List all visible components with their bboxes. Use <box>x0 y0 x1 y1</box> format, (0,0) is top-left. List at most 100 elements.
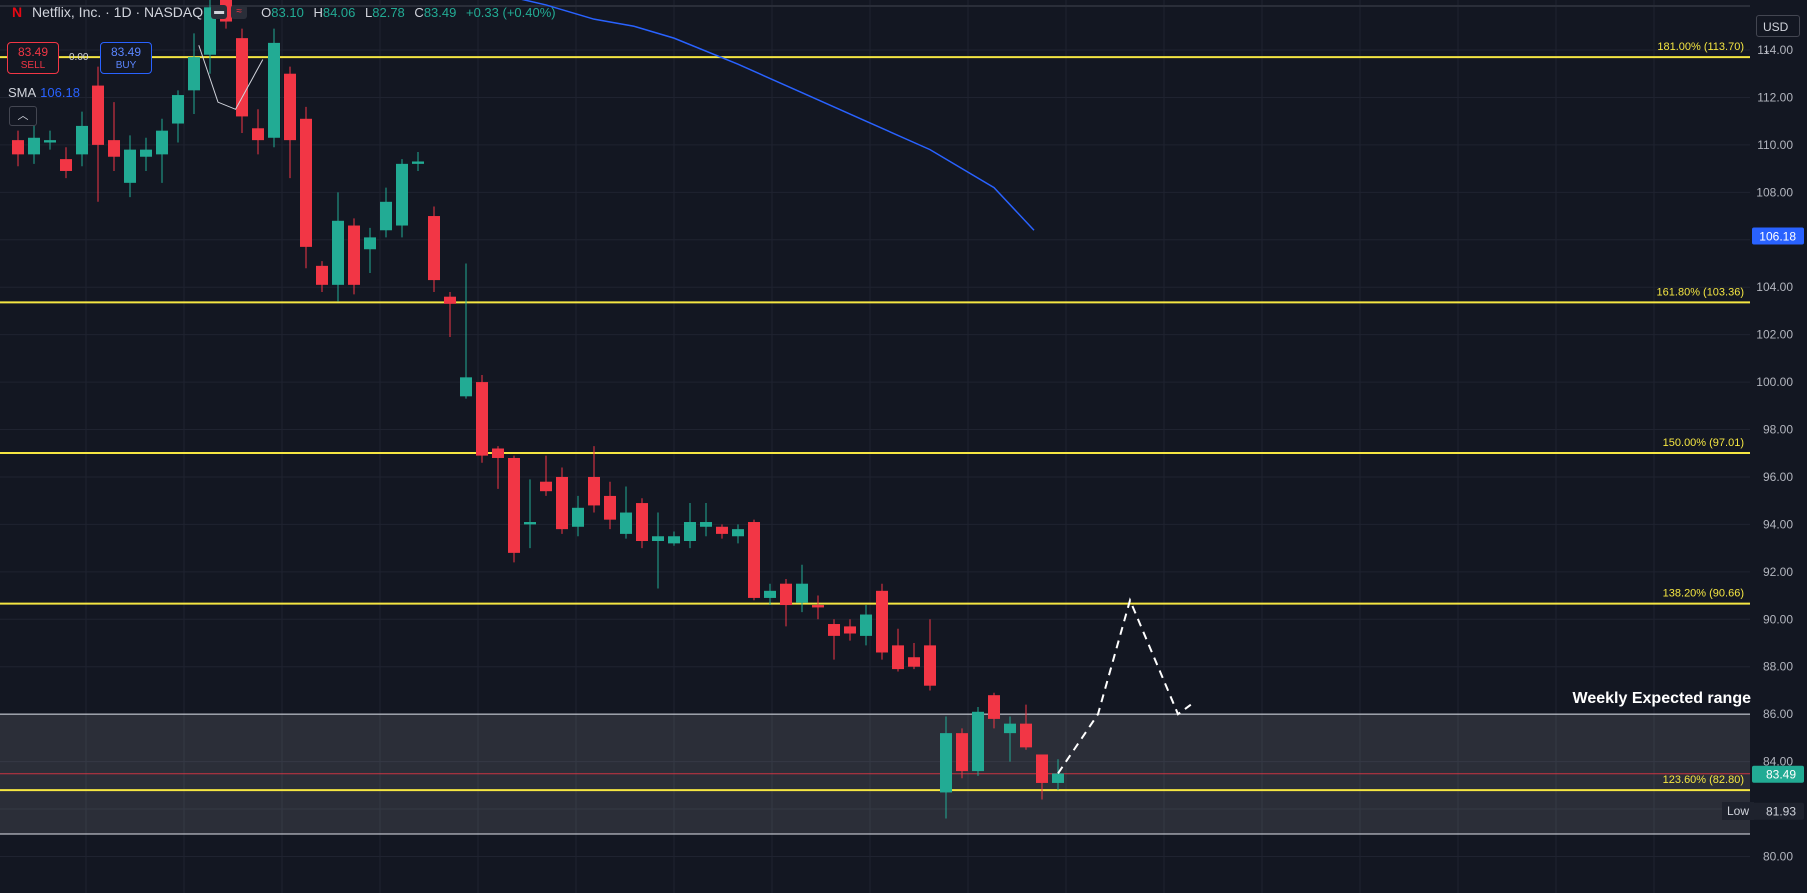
candle-body <box>28 137 40 155</box>
chevron-down-icon: ⌄ <box>1763 45 1771 55</box>
buy-label: BUY <box>115 60 137 71</box>
candle-body <box>412 161 424 164</box>
fib-level-label: 161.80% (103.36) <box>1657 286 1744 298</box>
price-tick-label: 112.00 <box>1757 90 1793 104</box>
candle-body <box>300 118 312 247</box>
candle-body <box>140 149 152 157</box>
close-value: 83.49 <box>423 4 457 20</box>
candle-body <box>44 140 56 143</box>
candle-body <box>236 38 248 117</box>
candle-body <box>572 507 584 527</box>
projection-path <box>1057 597 1192 775</box>
change-value: +0.33 (+0.40%) <box>465 4 556 20</box>
sma-series <box>198 0 1035 231</box>
candle-body <box>860 614 872 636</box>
candle-body <box>380 201 392 231</box>
candle-body <box>972 711 984 772</box>
price-tick-label: 100.00 <box>1756 375 1793 389</box>
candle-body <box>780 583 792 606</box>
candle-body <box>188 57 200 91</box>
current-price-tag: 83.49 <box>1766 768 1796 782</box>
sma-legend[interactable]: SMA 106.18 <box>8 85 80 100</box>
currency-selector[interactable]: USD ⌄ <box>1756 15 1800 55</box>
candle-body <box>108 140 120 157</box>
price-axis-bg <box>1750 0 1807 893</box>
candle-body <box>668 536 680 544</box>
currency-label: USD <box>1763 20 1789 34</box>
eye-icon[interactable]: ▬ <box>211 5 228 19</box>
candle-body <box>940 733 952 793</box>
candle-body <box>700 522 712 527</box>
candle-body <box>124 149 136 183</box>
candle-body <box>204 7 216 55</box>
high-value: 84.06 <box>322 4 356 20</box>
sell-button[interactable]: 83.49 SELL <box>7 42 59 74</box>
candle-body <box>812 605 824 608</box>
price-axis[interactable]: 114.00112.00110.00108.00106.00104.00102.… <box>1750 0 1807 893</box>
candle-body <box>1004 723 1016 734</box>
candlestick-series <box>12 0 1064 819</box>
sma-short-segment <box>198 45 264 110</box>
candle-body <box>796 583 808 603</box>
candle-body <box>588 476 600 506</box>
projection-line <box>1057 597 1192 775</box>
candle-body <box>156 130 168 155</box>
sma-price-tag: 106.18 <box>1759 229 1796 243</box>
candle-body <box>92 85 104 145</box>
ohlc-readout: O83.10 H84.06 L82.78 C83.49 +0.33 (+0.40… <box>261 5 561 20</box>
collapse-legend-button[interactable]: ︿ <box>9 106 37 126</box>
low-price-tag: 81.93 <box>1766 805 1796 819</box>
candle-body <box>748 522 760 598</box>
candle-body <box>604 495 616 520</box>
candle-body <box>60 159 72 171</box>
candle-body <box>876 590 888 653</box>
candle-body <box>732 529 744 537</box>
fib-level-label: 181.00% (113.70) <box>1657 41 1744 53</box>
candle-body <box>460 377 472 397</box>
sell-label: SELL <box>20 60 46 71</box>
buy-button[interactable]: 83.49 BUY <box>100 42 152 74</box>
candle-body <box>396 163 408 226</box>
candle-body <box>508 457 520 553</box>
fibonacci-levels: 181.00% (113.70) 161.80% (103.36) 150.00% … <box>0 41 1750 792</box>
sma-value: 106.18 <box>40 85 80 100</box>
candle-body <box>348 225 360 285</box>
candle-body <box>892 645 904 670</box>
wave-icon[interactable]: ≈ <box>231 5 248 19</box>
sma-line <box>521 0 1035 231</box>
candle-body <box>476 382 488 456</box>
high-key: H <box>313 4 323 20</box>
price-tick-label: 80.00 <box>1763 849 1793 863</box>
candle-body <box>524 522 536 525</box>
candle-body <box>172 95 184 124</box>
candle-body <box>556 476 568 530</box>
candle-body <box>988 695 1000 719</box>
price-tick-label: 102.00 <box>1756 328 1793 342</box>
candle-body <box>1036 754 1048 783</box>
symbol-title[interactable]: Netflix, Inc. · 1D · NASDAQ <box>32 4 204 20</box>
sell-price: 83.49 <box>17 45 49 59</box>
candle-body <box>284 73 296 141</box>
current-price-tag-bg <box>1752 765 1804 783</box>
candle-body <box>12 140 24 155</box>
candle-body <box>332 220 344 285</box>
candle-body <box>1052 773 1064 783</box>
candle-body <box>764 590 776 598</box>
candle-body <box>252 128 264 141</box>
candle-body <box>908 657 920 667</box>
price-tick-label: 88.00 <box>1763 660 1793 674</box>
open-value: 83.10 <box>271 4 304 20</box>
candle-body <box>364 237 376 250</box>
candle-body <box>684 522 696 542</box>
price-tick-label: 84.00 <box>1763 755 1793 769</box>
fib-level-label: 123.60% (82.80) <box>1663 774 1744 786</box>
candle-body <box>636 503 648 542</box>
low-key: L <box>365 4 373 20</box>
price-tick-label: 98.00 <box>1763 423 1793 437</box>
candle-body <box>620 512 632 534</box>
candle-body <box>924 645 936 686</box>
price-tick-label: 110.00 <box>1757 138 1793 152</box>
low-value: 82.78 <box>372 4 405 20</box>
fib-level-label: 150.00% (97.01) <box>1663 437 1744 449</box>
